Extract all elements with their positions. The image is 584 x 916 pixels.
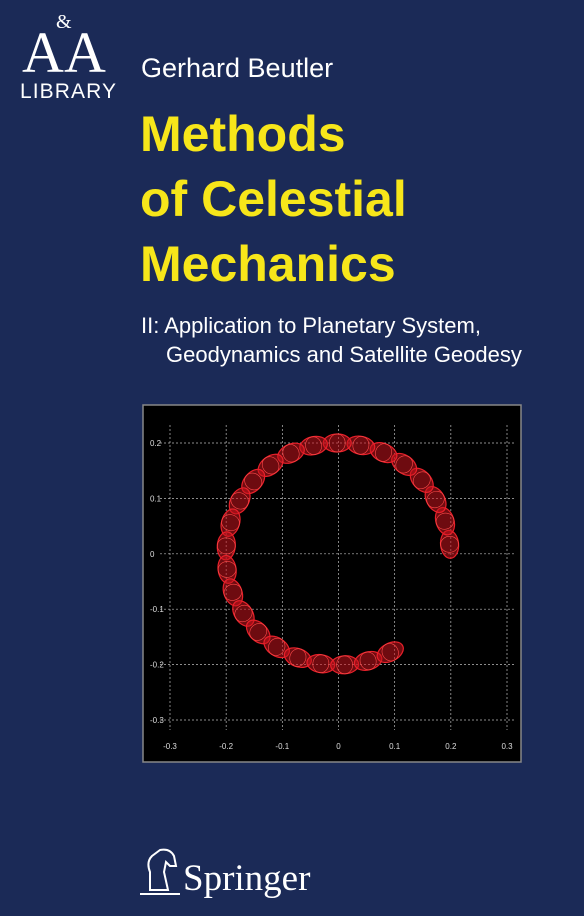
subtitle-line: Geodynamics and Satellite Geodesy	[166, 342, 522, 367]
springer-logo	[140, 848, 180, 895]
y-tick-label: -0.3	[150, 716, 164, 725]
orbit-ellipsoid-hatch	[426, 490, 445, 509]
x-tick-label: -0.2	[219, 742, 233, 751]
orbit-ellipsoid-hatch	[328, 433, 346, 453]
logo-series: LIBRARY	[20, 80, 116, 103]
logo-amp: &	[56, 11, 72, 33]
orbit-ellipsoid-hatch	[221, 514, 240, 532]
x-tick-label: -0.1	[275, 742, 289, 751]
publisher: Springer	[183, 858, 310, 899]
orbit-ellipsoid-hatch	[268, 637, 286, 656]
orbit-ellipsoid-hatch	[395, 455, 413, 474]
orbit-ellipsoid-hatch	[282, 444, 300, 463]
y-tick-label: 0	[150, 550, 155, 559]
x-tick-label: 0	[336, 742, 341, 751]
x-tick-label: 0.3	[501, 742, 513, 751]
logo: A & A LIBRARY	[20, 11, 116, 103]
orbit-ellipsoid-hatch	[223, 583, 243, 601]
x-tick-label: -0.3	[163, 742, 177, 751]
x-tick-label: 0.2	[445, 742, 457, 751]
orbit-ellipsoid-hatch	[312, 654, 330, 673]
subtitle-line: II: Application to Planetary System,	[141, 313, 481, 338]
orbit-ellipsoid-hatch	[261, 456, 280, 475]
title-line: Methods	[140, 106, 346, 162]
orbit-ellipsoid-hatch	[217, 561, 237, 578]
y-tick-label: -0.1	[150, 605, 164, 614]
orbit-ellipsoid-hatch	[305, 436, 322, 455]
author: Gerhard Beutler	[141, 53, 333, 83]
title-line: Mechanics	[140, 236, 396, 292]
plot: -0.3 -0.2 -0.1 0 0.1 0.2 0.3 0.2 0.1 0 -0.1 -0.2 -0.…	[150, 425, 515, 751]
orbit-ellipsoid-hatch	[249, 623, 268, 641]
x-tick-label: 0.1	[389, 742, 401, 751]
orbit-ellipsoid-hatch	[435, 512, 455, 530]
plot-frame	[142, 404, 522, 763]
y-tick-label: 0.2	[150, 439, 162, 448]
orbit-ellipsoid-hatch	[375, 443, 393, 462]
orbit-ellipsoid-hatch	[381, 643, 399, 662]
orbit-ellipsoid-hatch	[352, 436, 370, 455]
orbit-ellipsoid-hatch	[440, 536, 459, 553]
orbit-ellipsoid-hatch	[289, 648, 307, 667]
logo-letter: A	[22, 20, 64, 85]
orbit-ellipsoid-hatch	[336, 655, 353, 675]
orbit-ellipsoid-hatch	[234, 604, 253, 623]
orbit-ellipsoid-hatch	[217, 537, 236, 555]
orbit-ellipsoid-hatch	[244, 472, 263, 491]
orbit-ellipsoid-hatch	[230, 492, 249, 510]
logo-letter: A	[64, 20, 106, 85]
orbit-ellipsoid-hatch	[359, 651, 377, 671]
title-line: of Celestial	[140, 171, 407, 227]
orbit-ellipsoid-hatch	[412, 471, 431, 490]
y-tick-label: 0.1	[150, 494, 162, 503]
y-tick-label: -0.2	[150, 661, 164, 670]
